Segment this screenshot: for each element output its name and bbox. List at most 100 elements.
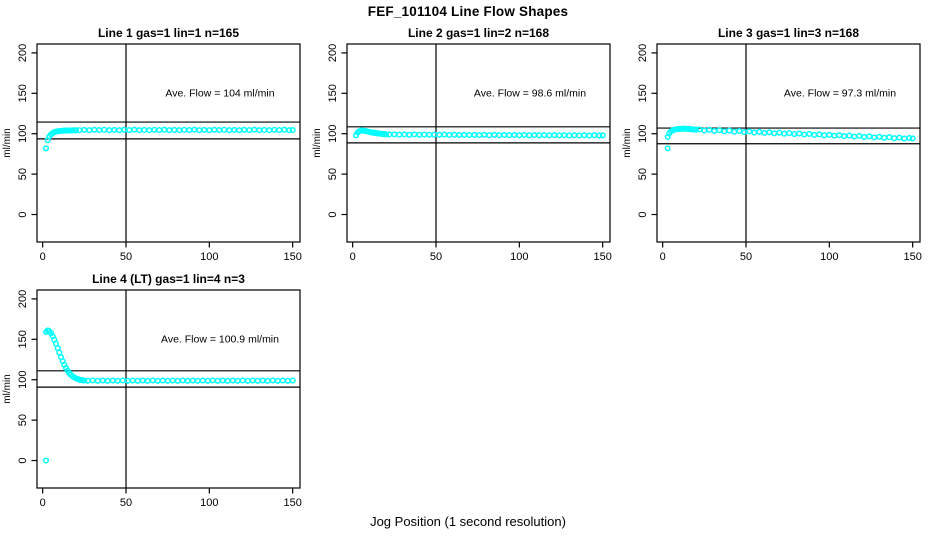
x-tick-label: 150 <box>593 251 611 263</box>
y-tick-label: 200 <box>327 44 339 62</box>
y-axis-title: ml/min <box>312 128 323 157</box>
data-point <box>426 131 433 138</box>
data-point <box>391 131 398 138</box>
data-point <box>866 133 873 140</box>
y-tick-label: 50 <box>17 168 29 180</box>
data-point <box>599 132 606 139</box>
panel-title: Line 3 gas=1 lin=3 n=168 <box>718 26 859 40</box>
data-point <box>171 126 178 133</box>
data-point <box>421 131 428 138</box>
y-tick-label: 50 <box>327 168 339 180</box>
data-point <box>696 126 703 133</box>
ave-flow-annotation: Ave. Flow = 97.3 ml/min <box>784 88 896 100</box>
data-point <box>114 377 121 384</box>
y-tick-label: 100 <box>637 125 649 143</box>
data-point <box>129 377 136 384</box>
data-point <box>249 377 256 384</box>
panel-title: Line 4 (LT) gas=1 lin=4 n=3 <box>92 272 245 286</box>
panel-title: Line 2 gas=1 lin=2 n=168 <box>408 26 549 40</box>
data-point <box>276 127 283 134</box>
data-point <box>226 127 233 134</box>
y-tick-label: 50 <box>17 414 29 426</box>
x-tick-label: 100 <box>200 497 218 509</box>
data-point <box>174 377 181 384</box>
data-point <box>121 126 128 133</box>
data-point <box>516 132 523 139</box>
data-point <box>201 126 208 133</box>
data-point <box>586 132 593 139</box>
data-point <box>214 377 221 384</box>
data-point <box>126 127 133 134</box>
data-point <box>816 131 823 138</box>
data-point <box>821 132 828 139</box>
data-point <box>716 127 723 134</box>
data-point <box>846 132 853 139</box>
data-point <box>196 127 203 134</box>
data-point <box>211 126 218 133</box>
data-point <box>536 132 543 139</box>
data-point <box>204 377 211 384</box>
data-point <box>521 131 528 139</box>
data-point <box>776 129 783 136</box>
y-tick-label: 0 <box>17 457 29 463</box>
data-point <box>786 130 793 137</box>
data-point <box>264 377 271 384</box>
data-point <box>244 377 251 384</box>
data-point <box>94 377 101 384</box>
data-point <box>221 126 228 133</box>
x-tick-label: 0 <box>350 251 356 263</box>
main-title: FEF_101104 Line Flow Shapes <box>367 4 569 19</box>
data-point <box>104 377 111 384</box>
data-point <box>496 132 503 139</box>
data-point <box>506 132 513 139</box>
data-point <box>531 131 538 139</box>
data-point <box>386 131 393 138</box>
data-point <box>871 134 878 141</box>
data-point <box>471 131 478 138</box>
data-point <box>179 377 186 384</box>
data-point <box>726 127 733 134</box>
data-point <box>166 127 173 134</box>
y-tick-label: 150 <box>327 84 339 102</box>
data-point <box>231 126 238 133</box>
data-point <box>81 377 88 384</box>
plot-box <box>36 289 301 489</box>
data-point <box>184 377 191 384</box>
x-tick-label: 100 <box>510 251 528 263</box>
y-tick-label: 100 <box>17 371 29 389</box>
x-tick-label: 0 <box>40 251 46 263</box>
data-point <box>881 134 888 141</box>
x-tick-label: 50 <box>430 251 442 263</box>
plot-box <box>656 43 921 243</box>
data-point <box>721 128 728 135</box>
ave-flow-annotation: Ave. Flow = 100.9 ml/min <box>161 334 279 346</box>
y-tick-label: 150 <box>17 330 29 348</box>
data-point <box>766 129 773 136</box>
data-point <box>144 377 151 384</box>
data-point <box>254 377 261 384</box>
data-point <box>692 126 700 133</box>
data-point <box>886 134 893 141</box>
data-point <box>169 377 176 384</box>
data-point <box>194 377 201 384</box>
data-point <box>156 127 163 134</box>
data-point <box>109 377 116 384</box>
y-tick-label: 50 <box>637 168 649 180</box>
data-point <box>876 133 883 140</box>
data-point <box>266 127 273 134</box>
panel-svg-3: Line 3 gas=1 lin=3 n=168 0 50 100 150 0 50 100 1… <box>622 26 922 263</box>
x-tick-label: 150 <box>283 251 301 263</box>
data-point <box>284 377 291 384</box>
data-point <box>736 127 743 135</box>
panel-svg-4: Line 4 (LT) gas=1 lin=4 n=3 0 50 100 150 0 50 1… <box>2 272 302 509</box>
data-point <box>411 131 418 138</box>
x-tick-label: 0 <box>40 497 46 509</box>
y-axis-title: ml/min <box>622 128 633 157</box>
data-point <box>706 126 713 133</box>
y-tick-label: 200 <box>17 44 29 62</box>
data-point <box>274 377 281 384</box>
data-point <box>134 377 141 384</box>
data-point <box>99 377 106 384</box>
data-point <box>124 377 131 384</box>
data-point <box>491 131 498 138</box>
